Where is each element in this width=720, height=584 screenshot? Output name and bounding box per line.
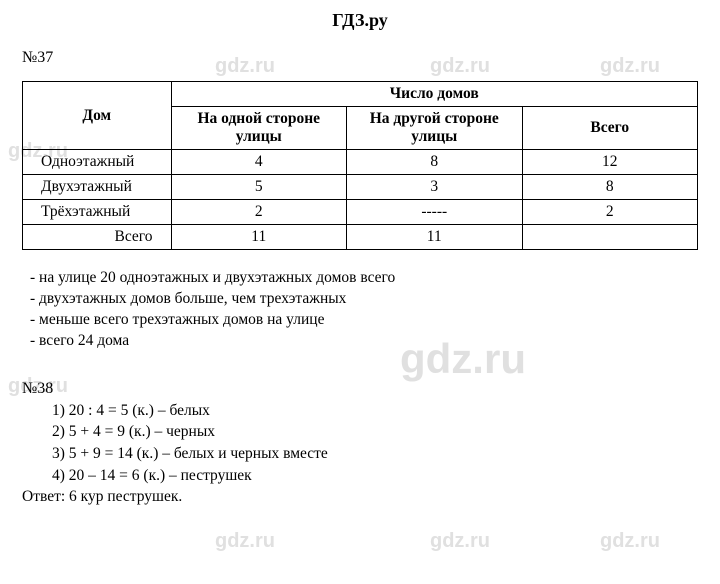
answer-line: Ответ: 6 кур пеструшек.: [0, 486, 720, 506]
cell: 2: [522, 200, 698, 225]
site-title: ГДЗ.ру: [0, 0, 720, 31]
cell: 5: [171, 175, 347, 200]
row-label: Двухэтажный: [23, 175, 172, 200]
table-container: Дом Число домов На одной стороне улицы Н…: [0, 67, 720, 250]
bullet-item: меньше всего трехэтажных домов на улице: [30, 310, 698, 331]
calc-line: 1) 20 : 4 = 5 (к.) – белых: [52, 400, 698, 422]
sub-col-total: Всего: [522, 107, 698, 150]
bullet-item: всего 24 дома: [30, 331, 698, 352]
cell: 2: [171, 200, 347, 225]
col-header-count: Число домов: [171, 82, 698, 107]
cell: [522, 225, 698, 250]
row-label: Трёхэтажный: [23, 200, 172, 225]
cell: 4: [171, 150, 347, 175]
row-label-total: Всего: [23, 225, 172, 250]
cell: 3: [347, 175, 523, 200]
bullet-list: на улице 20 одноэтажных и двухэтажных до…: [0, 250, 720, 352]
houses-table: Дом Число домов На одной стороне улицы Н…: [22, 81, 698, 250]
calc-line: 2) 5 + 4 = 9 (к.) – черных: [52, 421, 698, 443]
calc-line: 3) 5 + 9 = 14 (к.) – белых и черных вмес…: [52, 443, 698, 465]
calc-line: 4) 20 – 14 = 6 (к.) – пеструшек: [52, 465, 698, 487]
table-header-row-1: Дом Число домов: [23, 82, 698, 107]
exercise-38-label: №38: [0, 352, 720, 398]
exercise-37-label: №37: [0, 31, 720, 67]
cell: 11: [347, 225, 523, 250]
bullet-item: на улице 20 одноэтажных и двухэтажных до…: [30, 268, 698, 289]
sub-col-side1: На одной стороне улицы: [171, 107, 347, 150]
watermark: gdz.ru: [600, 530, 660, 553]
table-row: Одноэтажный 4 8 12: [23, 150, 698, 175]
table-row: Двухэтажный 5 3 8: [23, 175, 698, 200]
calculation-block: 1) 20 : 4 = 5 (к.) – белых 2) 5 + 4 = 9 …: [0, 398, 720, 487]
table-row-total: Всего 11 11: [23, 225, 698, 250]
col-header-house: Дом: [23, 82, 172, 150]
watermark: gdz.ru: [215, 530, 275, 553]
sub-col-side2: На другой стороне улицы: [347, 107, 523, 150]
table-row: Трёхэтажный 2 ----- 2: [23, 200, 698, 225]
cell: 11: [171, 225, 347, 250]
watermark: gdz.ru: [430, 530, 490, 553]
bullet-item: двухэтажных домов больше, чем трехэтажны…: [30, 289, 698, 310]
row-label: Одноэтажный: [23, 150, 172, 175]
cell: 12: [522, 150, 698, 175]
cell: 8: [347, 150, 523, 175]
cell: -----: [347, 200, 523, 225]
cell: 8: [522, 175, 698, 200]
